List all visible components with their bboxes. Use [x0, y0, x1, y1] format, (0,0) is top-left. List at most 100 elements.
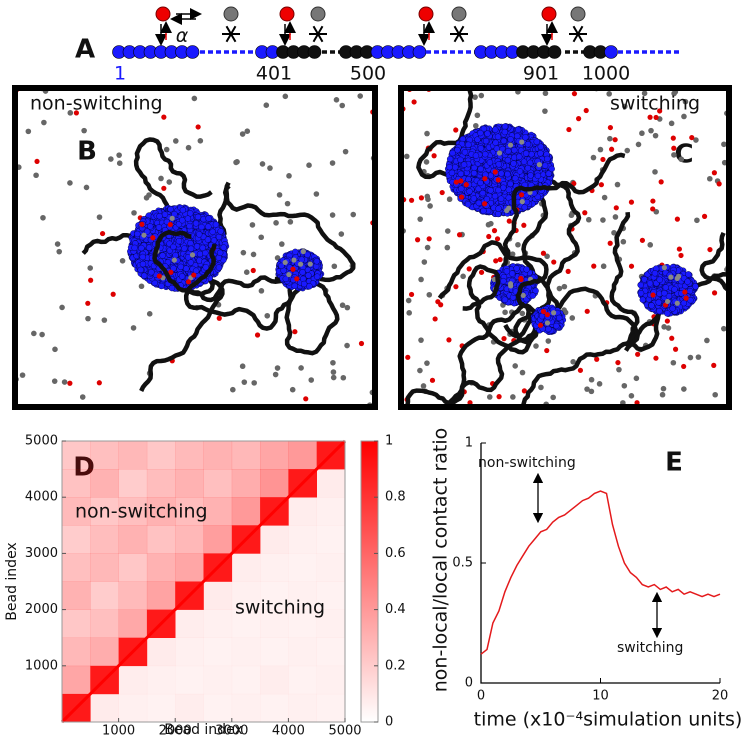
red-protein — [433, 316, 438, 321]
chromatin-active — [196, 231, 202, 237]
grey-protein — [273, 372, 279, 378]
grey-protein — [636, 142, 642, 148]
red-protein — [659, 179, 664, 184]
chromatin-active — [221, 245, 227, 251]
chromatin-active — [181, 246, 187, 252]
grey-protein — [475, 112, 481, 118]
grey-protein — [707, 176, 713, 182]
chromatin-active — [300, 269, 306, 275]
red-protein — [457, 232, 462, 237]
red-protein — [111, 292, 116, 297]
red-protein — [435, 299, 440, 304]
grey-protein — [666, 325, 672, 331]
grey-protein — [59, 305, 65, 311]
grey-protein — [173, 138, 179, 144]
red-protein — [675, 217, 680, 222]
grey-protein — [629, 393, 635, 399]
grey-protein — [62, 379, 68, 385]
bound-protein — [172, 257, 177, 262]
grey-protein — [679, 156, 685, 162]
chromatin-active — [183, 266, 189, 272]
grey-protein — [230, 387, 236, 393]
grey-protein — [56, 249, 62, 255]
red-protein — [419, 195, 424, 200]
grey-protein — [515, 242, 521, 248]
grey-protein — [87, 265, 93, 271]
grey-protein — [273, 220, 279, 226]
grey-protein — [97, 214, 103, 220]
red-protein — [196, 124, 201, 129]
grey-protein — [102, 317, 108, 323]
chromatin-active — [170, 244, 176, 250]
grey-protein — [259, 288, 265, 294]
red-protein — [635, 352, 640, 357]
chromatin-active — [147, 223, 153, 229]
grey-protein — [543, 90, 549, 96]
red-protein — [67, 381, 72, 386]
red-protein — [615, 360, 620, 365]
grey-protein — [158, 176, 164, 182]
red-protein — [251, 268, 256, 273]
bead-label: 1 — [114, 63, 126, 85]
grey-protein — [84, 185, 90, 191]
chromatin-active — [314, 258, 320, 264]
chromatin-active — [314, 274, 320, 280]
grey-protein — [473, 123, 479, 129]
red-protein — [599, 182, 604, 187]
grey-protein — [357, 93, 363, 99]
red-protein — [409, 198, 414, 203]
grey-protein — [542, 108, 548, 114]
grey-protein — [586, 217, 592, 223]
snapshot-scene — [395, 59, 742, 438]
grey-protein — [422, 259, 428, 265]
chromatin-active — [141, 273, 147, 279]
grey-protein — [424, 131, 430, 137]
chromatin-active — [134, 231, 140, 237]
grey-protein — [251, 252, 257, 258]
red-protein — [678, 253, 683, 258]
grey-protein — [80, 394, 86, 400]
red-protein — [359, 341, 364, 346]
red-protein — [479, 270, 484, 275]
red-protein — [608, 125, 613, 130]
grey-protein — [85, 316, 91, 322]
red-protein — [711, 363, 716, 368]
grey-protein — [681, 386, 687, 392]
chromatin-active — [213, 222, 219, 228]
panel-label: B — [77, 137, 97, 167]
grey-protein — [510, 394, 516, 400]
red-protein — [613, 137, 618, 142]
red-protein — [551, 259, 556, 264]
grey-protein — [584, 386, 590, 392]
grey-protein — [460, 274, 466, 280]
grey-protein — [671, 360, 677, 366]
chromatin-active — [140, 261, 146, 267]
grey-protein — [426, 292, 432, 298]
grey-protein — [277, 192, 283, 198]
red-protein — [542, 7, 556, 21]
red-protein — [411, 99, 416, 104]
grey-protein — [418, 277, 424, 283]
grey-protein — [406, 298, 412, 304]
red-protein — [647, 115, 652, 120]
red-protein — [608, 241, 613, 246]
grey-protein — [311, 7, 325, 21]
grey-protein — [116, 152, 122, 158]
grey-protein — [20, 372, 26, 378]
red-protein — [501, 336, 506, 341]
red-protein — [707, 247, 712, 252]
red-protein — [303, 396, 308, 401]
red-protein — [467, 266, 472, 271]
bound-protein — [150, 235, 155, 240]
grey-protein — [240, 131, 246, 137]
red-protein — [430, 378, 435, 383]
panel-label: E — [665, 448, 683, 478]
grey-protein — [600, 217, 606, 223]
grey-protein — [652, 169, 658, 175]
red-protein — [432, 153, 437, 158]
bound-protein — [168, 222, 173, 227]
red-protein — [578, 368, 583, 373]
red-protein — [486, 234, 491, 239]
grey-protein — [81, 128, 87, 134]
grey-protein — [417, 216, 423, 222]
